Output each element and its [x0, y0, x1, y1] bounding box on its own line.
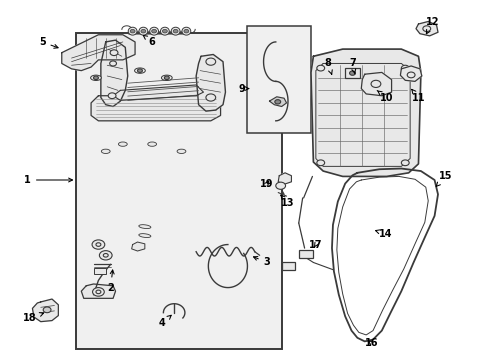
- Ellipse shape: [148, 142, 157, 146]
- Ellipse shape: [139, 234, 151, 238]
- Ellipse shape: [161, 75, 172, 81]
- Ellipse shape: [160, 27, 169, 35]
- Bar: [345, 68, 360, 78]
- Ellipse shape: [139, 27, 148, 35]
- Circle shape: [152, 30, 157, 33]
- Bar: [299, 250, 314, 258]
- Circle shape: [423, 26, 431, 32]
- Circle shape: [317, 65, 325, 71]
- Circle shape: [173, 30, 178, 33]
- Circle shape: [110, 50, 118, 55]
- Text: 5: 5: [39, 37, 58, 48]
- Circle shape: [94, 76, 98, 80]
- Ellipse shape: [101, 149, 110, 153]
- Ellipse shape: [171, 27, 180, 35]
- Text: 2: 2: [107, 270, 114, 293]
- Polygon shape: [361, 72, 392, 96]
- Ellipse shape: [177, 149, 186, 153]
- Polygon shape: [91, 96, 220, 121]
- Bar: [76, 33, 282, 348]
- Ellipse shape: [139, 225, 151, 229]
- Text: 13: 13: [281, 195, 295, 208]
- Polygon shape: [62, 35, 135, 71]
- Polygon shape: [270, 97, 287, 107]
- Text: 10: 10: [377, 90, 393, 103]
- Circle shape: [43, 307, 51, 313]
- Circle shape: [276, 182, 286, 189]
- Circle shape: [206, 58, 216, 65]
- Circle shape: [108, 93, 116, 99]
- Text: 15: 15: [436, 171, 452, 186]
- Text: 4: 4: [159, 315, 171, 328]
- Circle shape: [164, 76, 169, 80]
- Polygon shape: [32, 299, 58, 321]
- Polygon shape: [132, 242, 145, 251]
- Polygon shape: [311, 49, 421, 176]
- Circle shape: [130, 30, 135, 33]
- Polygon shape: [416, 22, 438, 36]
- Ellipse shape: [182, 27, 191, 35]
- Polygon shape: [101, 40, 128, 107]
- Circle shape: [110, 61, 117, 66]
- Ellipse shape: [135, 68, 146, 73]
- Polygon shape: [196, 54, 225, 111]
- Circle shape: [206, 94, 216, 101]
- Circle shape: [184, 30, 189, 33]
- Text: 6: 6: [143, 35, 155, 47]
- Text: 1: 1: [24, 175, 73, 185]
- Circle shape: [401, 160, 409, 166]
- Circle shape: [138, 69, 143, 72]
- Circle shape: [407, 72, 415, 78]
- Circle shape: [317, 160, 325, 166]
- Polygon shape: [278, 173, 292, 184]
- Text: 7: 7: [349, 58, 356, 74]
- Polygon shape: [113, 85, 203, 100]
- Circle shape: [275, 100, 281, 104]
- Ellipse shape: [91, 75, 101, 81]
- Circle shape: [92, 240, 105, 249]
- Bar: [247, 26, 311, 134]
- Ellipse shape: [128, 27, 137, 35]
- Text: 12: 12: [426, 17, 440, 34]
- Text: 19: 19: [260, 179, 274, 189]
- Text: 14: 14: [375, 229, 392, 239]
- Circle shape: [93, 288, 104, 296]
- Bar: [282, 262, 295, 270]
- Text: 16: 16: [365, 338, 379, 348]
- Ellipse shape: [119, 142, 127, 146]
- Text: 11: 11: [412, 89, 425, 103]
- Circle shape: [401, 65, 409, 71]
- Circle shape: [349, 71, 355, 75]
- Circle shape: [141, 30, 146, 33]
- Polygon shape: [400, 66, 422, 81]
- Circle shape: [371, 80, 381, 87]
- Text: 3: 3: [253, 257, 270, 267]
- Circle shape: [99, 251, 112, 260]
- Polygon shape: [81, 284, 116, 298]
- Text: 18: 18: [23, 312, 44, 323]
- Ellipse shape: [150, 27, 159, 35]
- Bar: [94, 268, 106, 274]
- Text: 17: 17: [309, 239, 322, 249]
- Text: 8: 8: [325, 58, 332, 74]
- Circle shape: [162, 30, 167, 33]
- Text: 9: 9: [238, 84, 249, 94]
